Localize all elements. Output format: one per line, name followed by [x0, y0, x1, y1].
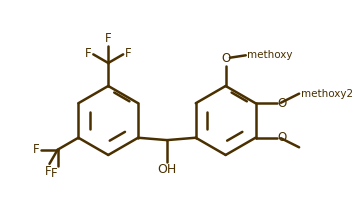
Text: OH: OH	[157, 163, 177, 176]
Text: F: F	[105, 32, 111, 45]
Text: methoxy: methoxy	[247, 50, 293, 60]
Text: F: F	[33, 143, 40, 156]
Text: F: F	[125, 47, 132, 60]
Text: O: O	[278, 97, 287, 110]
Text: F: F	[85, 47, 91, 60]
Text: methoxy2: methoxy2	[300, 89, 353, 99]
Text: F: F	[45, 165, 52, 178]
Text: O: O	[278, 131, 287, 144]
Text: F: F	[51, 167, 57, 180]
Text: O: O	[221, 52, 230, 65]
